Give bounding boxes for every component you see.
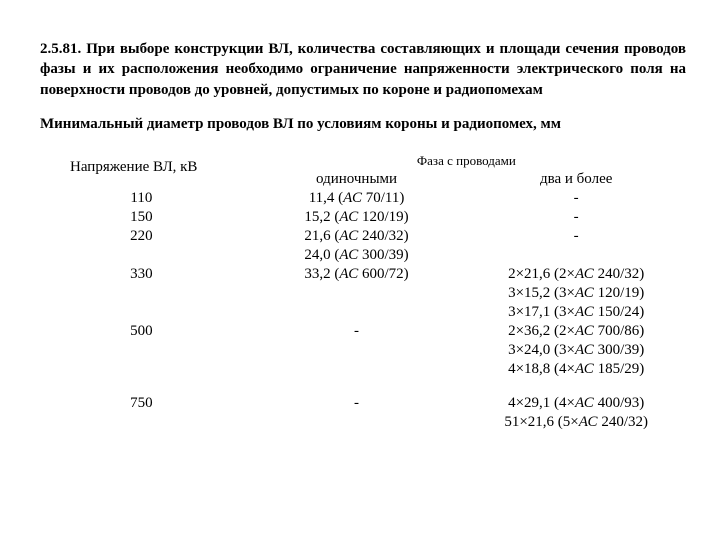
- cell-multi: 4×18,8 (4×АС 185/29): [466, 360, 686, 379]
- cell-single: [247, 360, 467, 379]
- header-phase-super: Фаза с проводами: [247, 147, 686, 170]
- cell-single: -: [247, 394, 467, 413]
- cell-single: 21,6 (АС 240/32): [247, 227, 467, 246]
- cell-multi: 51×21,6 (5×АС 240/32): [466, 413, 686, 432]
- cell-multi: 3×15,2 (3×АС 120/19): [466, 284, 686, 303]
- table-row: 33033,2 (АС 600/72)2×21,6 (2×АС 240/32): [40, 265, 686, 284]
- table-row: 4×18,8 (4×АС 185/29): [40, 360, 686, 379]
- cell-single: [247, 413, 467, 432]
- cell-multi: -: [466, 227, 686, 246]
- cell-voltage: [40, 341, 247, 360]
- table-body: 11011,4 (АС 70/11)-15015,2 (АС 120/19)-2…: [40, 189, 686, 432]
- table-row: 3×17,1 (3×АС 150/24): [40, 303, 686, 322]
- cell-single: 11,4 (АС 70/11): [247, 189, 467, 208]
- cell-voltage: 500: [40, 322, 247, 341]
- cell-single: 15,2 (АС 120/19): [247, 208, 467, 227]
- table-row: 24,0 (АС 300/39): [40, 246, 686, 265]
- cell-voltage: 110: [40, 189, 247, 208]
- cell-voltage: [40, 303, 247, 322]
- cell-single: [247, 341, 467, 360]
- cell-voltage: 150: [40, 208, 247, 227]
- table-row: 750-4×29,1 (4×АС 400/93): [40, 394, 686, 413]
- wire-diameter-table: Напряжение ВЛ, кВ Фаза с проводами одино…: [40, 147, 686, 432]
- cell-single: [247, 303, 467, 322]
- cell-voltage: 220: [40, 227, 247, 246]
- cell-multi: 3×24,0 (3×АС 300/39): [466, 341, 686, 360]
- cell-multi: 2×36,2 (2×АС 700/86): [466, 322, 686, 341]
- cell-multi: [466, 246, 686, 265]
- section-paragraph: 2.5.81. При выборе конструкции ВЛ, колич…: [40, 39, 686, 100]
- cell-multi: 2×21,6 (2×АС 240/32): [466, 265, 686, 284]
- header-single: одиночными: [247, 170, 467, 189]
- cell-voltage: [40, 246, 247, 265]
- header-voltage: Напряжение ВЛ, кВ: [40, 147, 247, 189]
- table-title: Минимальный диаметр проводов ВЛ по услов…: [40, 116, 686, 133]
- table-row: 11011,4 (АС 70/11)-: [40, 189, 686, 208]
- table-row: 15015,2 (АС 120/19)-: [40, 208, 686, 227]
- cell-voltage: [40, 360, 247, 379]
- cell-voltage: 750: [40, 394, 247, 413]
- table-row: 3×24,0 (3×АС 300/39): [40, 341, 686, 360]
- cell-voltage: 330: [40, 265, 247, 284]
- cell-single: 24,0 (АС 300/39): [247, 246, 467, 265]
- cell-multi: -: [466, 208, 686, 227]
- header-multi: два и более: [466, 170, 686, 189]
- table-row: [40, 379, 686, 394]
- cell-multi: 3×17,1 (3×АС 150/24): [466, 303, 686, 322]
- table-row: 22021,6 (АС 240/32)-: [40, 227, 686, 246]
- cell-single: 33,2 (АС 600/72): [247, 265, 467, 284]
- cell-multi: -: [466, 189, 686, 208]
- table-row: 3×15,2 (3×АС 120/19): [40, 284, 686, 303]
- cell-multi: 4×29,1 (4×АС 400/93): [466, 394, 686, 413]
- cell-single: -: [247, 322, 467, 341]
- table-row: 51×21,6 (5×АС 240/32): [40, 413, 686, 432]
- table-row: 500-2×36,2 (2×АС 700/86): [40, 322, 686, 341]
- cell-single: [247, 284, 467, 303]
- cell-voltage: [40, 413, 247, 432]
- cell-voltage: [40, 284, 247, 303]
